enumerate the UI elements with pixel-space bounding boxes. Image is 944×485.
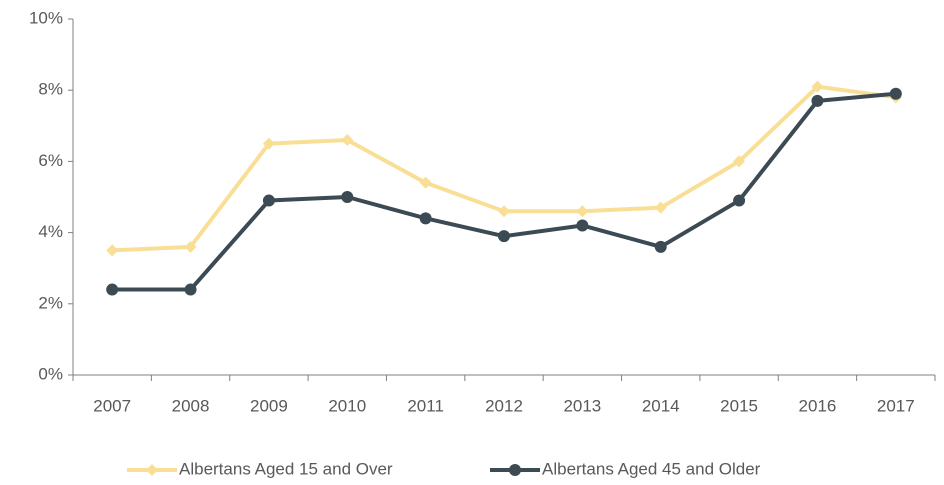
point [341, 134, 354, 147]
point [576, 205, 589, 218]
y-tick-label: 0% [38, 364, 63, 383]
x-tick-label: 2017 [877, 396, 915, 415]
y-tick-label: 10% [29, 8, 63, 27]
point [184, 283, 197, 296]
x-tick-label: 2011 [407, 396, 444, 415]
series-line [112, 84, 897, 253]
y-tick-label: 6% [38, 151, 63, 170]
x-tick-label: 2016 [799, 396, 837, 415]
x-tick-label: 2012 [485, 396, 523, 415]
x-tick-label: 2015 [720, 396, 758, 415]
x-tick-label: 2007 [93, 396, 131, 415]
point [419, 212, 432, 225]
legend-marker [509, 464, 521, 476]
point [811, 94, 824, 107]
point [106, 244, 119, 257]
y-tick-label: 2% [38, 293, 63, 312]
point [106, 283, 119, 296]
x-tick-label: 2013 [563, 396, 601, 415]
point [498, 230, 510, 243]
legend-marker [146, 464, 158, 476]
point [498, 205, 510, 218]
x-tick-label: 2009 [250, 396, 288, 415]
point [654, 240, 667, 253]
point [733, 155, 746, 168]
y-tick-label: 4% [38, 222, 63, 241]
point [811, 80, 824, 93]
x-tick-label: 2008 [172, 396, 210, 415]
legend-label: Albertans Aged 45 and Older [542, 459, 761, 478]
x-tick-label: 2014 [642, 396, 680, 415]
point [184, 240, 197, 253]
legend-label: Albertans Aged 15 and Over [179, 459, 393, 478]
point [419, 176, 432, 189]
point [733, 194, 746, 207]
point [262, 137, 275, 150]
point [341, 191, 354, 203]
x-tick-label: 2010 [328, 396, 366, 415]
point [576, 219, 589, 232]
y-tick-label: 8% [38, 80, 63, 99]
point [654, 201, 667, 214]
point [889, 87, 902, 100]
point [262, 194, 275, 207]
